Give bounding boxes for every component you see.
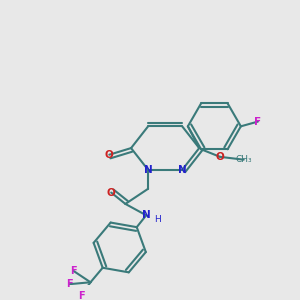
Text: N: N: [142, 210, 151, 220]
Text: N: N: [178, 165, 187, 175]
Text: N: N: [144, 165, 152, 175]
Text: O: O: [105, 150, 114, 160]
Text: CH₃: CH₃: [236, 155, 252, 164]
Text: F: F: [254, 117, 262, 127]
Text: O: O: [107, 188, 116, 198]
Text: H: H: [154, 214, 161, 224]
Text: F: F: [70, 266, 77, 276]
Text: F: F: [66, 279, 73, 289]
Text: O: O: [216, 152, 224, 162]
Text: F: F: [78, 290, 84, 300]
